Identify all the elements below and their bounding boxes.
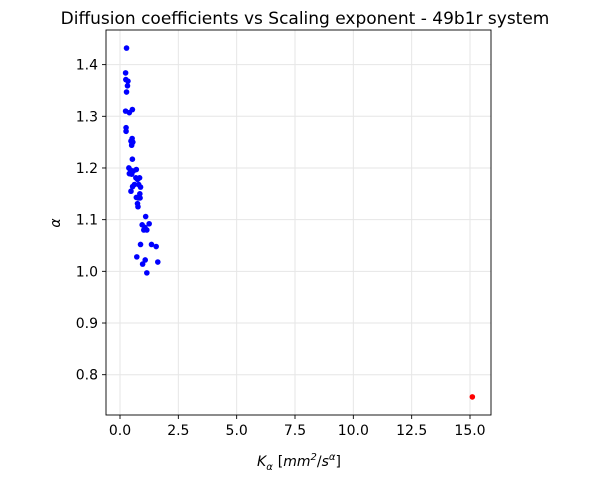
y-tick-label: 0.8 bbox=[76, 368, 98, 384]
data-point bbox=[134, 254, 140, 260]
data-point bbox=[144, 227, 150, 233]
y-tick-label: 1.4 bbox=[76, 58, 98, 74]
data-point bbox=[125, 78, 131, 84]
data-point bbox=[144, 270, 150, 276]
data-point bbox=[469, 394, 476, 400]
data-point bbox=[129, 183, 136, 190]
data-point bbox=[128, 142, 135, 149]
data-point bbox=[137, 184, 144, 190]
data-point bbox=[129, 156, 136, 162]
data-point bbox=[137, 241, 144, 248]
data-point bbox=[123, 89, 130, 95]
y-tick-label: 1.3 bbox=[76, 109, 98, 125]
x-tick-label: 0.0 bbox=[109, 423, 131, 439]
data-point bbox=[123, 45, 130, 51]
y-tick-label: 0.9 bbox=[76, 316, 98, 332]
x-tick-label: 7.5 bbox=[284, 423, 306, 439]
data-point bbox=[142, 213, 149, 220]
data-point bbox=[133, 166, 140, 173]
data-point bbox=[124, 83, 131, 89]
data-point bbox=[123, 128, 129, 135]
y-axis-ticks: 0.8 0.9 1.0 1.1 1.2 1.3 1.4 bbox=[76, 58, 106, 384]
y-tick-label: 1.0 bbox=[76, 264, 98, 280]
data-points bbox=[122, 45, 476, 400]
data-point bbox=[139, 261, 146, 267]
y-tick-label: 1.1 bbox=[76, 213, 98, 229]
data-point bbox=[126, 109, 133, 116]
x-axis-label: Kα [mm2/sα] bbox=[257, 452, 341, 473]
x-tick-label: 15.0 bbox=[454, 423, 485, 439]
data-point bbox=[146, 220, 152, 227]
x-tick-label: 5.0 bbox=[226, 423, 248, 439]
data-point bbox=[155, 259, 161, 265]
data-point bbox=[128, 171, 135, 177]
y-tick-label: 1.2 bbox=[76, 161, 98, 177]
x-tick-label: 10.0 bbox=[338, 423, 369, 439]
x-tick-label: 2.5 bbox=[167, 423, 189, 439]
data-point bbox=[142, 257, 148, 263]
data-point bbox=[148, 241, 155, 248]
data-point bbox=[153, 243, 159, 250]
data-point bbox=[134, 176, 141, 183]
data-point bbox=[137, 195, 143, 201]
data-point bbox=[135, 203, 141, 210]
chart-title: Diffusion coefficients vs Scaling expone… bbox=[61, 9, 550, 29]
data-point bbox=[122, 70, 129, 76]
y-axis-label: α bbox=[48, 218, 64, 228]
grid-lines bbox=[106, 30, 491, 415]
data-point bbox=[128, 188, 134, 195]
x-tick-label: 12.5 bbox=[396, 423, 427, 439]
plot-frame bbox=[105, 29, 492, 416]
x-axis-ticks: 0.0 2.5 5.0 7.5 10.0 12.5 15.0 bbox=[109, 415, 486, 439]
